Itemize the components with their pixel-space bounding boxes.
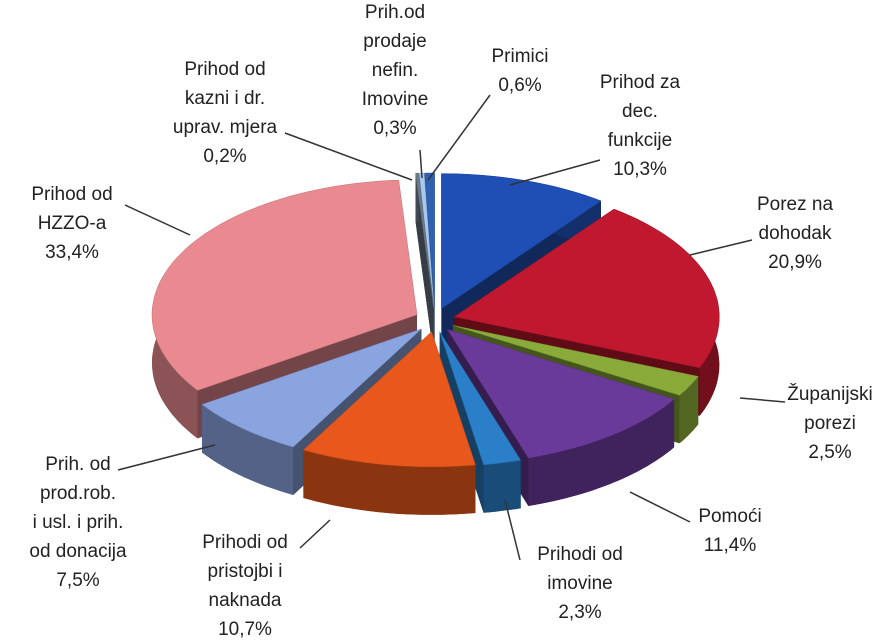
slice-side	[202, 404, 294, 495]
slice-side	[303, 450, 476, 515]
leader-line	[117, 444, 216, 471]
label-line: Prih. od	[45, 454, 110, 475]
label-line: Prihod od	[31, 184, 112, 205]
label-line: i usl. i prih.	[33, 512, 124, 533]
slice-label: Porez na dohodak 20,9%	[757, 194, 833, 273]
label-line: kazni i dr.	[185, 88, 265, 109]
value-label: 0,2%	[203, 146, 246, 167]
slice-label: Primici 0,6%	[492, 46, 549, 96]
slice-side	[679, 376, 699, 444]
slice-label: Prihod od kazni i dr. uprav. mjera 0,2%	[173, 59, 278, 167]
label-line: HZZO-a	[38, 213, 107, 234]
label-line: Prihod za	[600, 72, 681, 93]
leader-line	[427, 94, 491, 181]
label-line: Primici	[492, 46, 549, 67]
label-line: porezi	[804, 413, 856, 434]
label-line: od donacija	[29, 541, 127, 562]
leader-line	[629, 491, 691, 523]
slice-label: Prihod za dec. funkcije 10,3%	[600, 72, 681, 180]
label-line: pristojbi i	[208, 561, 283, 582]
value-label: 10,3%	[613, 159, 667, 180]
slice	[201, 328, 422, 448]
leader-line	[419, 149, 423, 179]
slice	[302, 331, 476, 468]
slice	[453, 208, 720, 369]
label-line: imovine	[547, 573, 612, 594]
slice-label: Prih. od prod.rob. i usl. i prih. od donaci…	[29, 454, 127, 591]
label-line: Prihodi od	[202, 532, 288, 553]
label-line: Porez na	[757, 194, 833, 215]
leader-line	[504, 499, 521, 561]
slice-side	[483, 460, 521, 513]
leader-line	[689, 239, 753, 256]
label-line: Prih.od	[365, 2, 425, 23]
slice-label: Prihodi od pristojbi i naknada 10,7%	[202, 532, 288, 640]
slice	[439, 331, 522, 466]
leader-line	[509, 159, 601, 186]
slice-label: Prih.od prodaje nefin. Imovine 0,3%	[362, 2, 429, 139]
value-label: 20,9%	[768, 252, 822, 273]
label-line: prod.rob.	[40, 483, 116, 504]
leader-line	[124, 204, 191, 236]
label-line: Prihod od	[184, 59, 265, 80]
label-line: uprav. mjera	[173, 117, 278, 138]
label-line: prodaje	[363, 31, 426, 52]
slice-label: Pomoći 11,4%	[698, 506, 761, 556]
value-label: 33,4%	[45, 242, 99, 263]
label-line: Prihodi od	[537, 544, 623, 565]
label-line: Županijski	[787, 383, 873, 405]
slice-side	[528, 399, 675, 506]
slice	[424, 172, 435, 309]
value-label: 2,5%	[808, 442, 851, 463]
label-line: Imovine	[362, 89, 429, 110]
value-label: 7,5%	[56, 570, 99, 591]
slice-label: Županijski porezi 2,5%	[787, 383, 873, 463]
leader-line	[739, 397, 786, 403]
slice-label: Prihodi od imovine 2,3%	[537, 544, 623, 623]
slice	[446, 328, 675, 459]
value-label: 2,3%	[558, 602, 601, 623]
leader-line	[299, 519, 331, 549]
label-line: dohodak	[759, 223, 832, 244]
label-line: Pomoći	[698, 506, 761, 527]
label-line: nefin.	[372, 60, 418, 81]
slice-label: Prihod od HZZO-a 33,4%	[31, 184, 112, 263]
label-line: dec.	[622, 101, 658, 122]
label-line: funkcije	[608, 130, 672, 151]
slice	[452, 325, 699, 396]
slice	[151, 179, 418, 391]
label-line: naknada	[209, 590, 282, 611]
value-label: 0,3%	[373, 118, 416, 139]
value-label: 0,6%	[498, 75, 541, 96]
leader-line	[284, 132, 413, 181]
value-label: 11,4%	[704, 535, 757, 556]
slice	[415, 172, 434, 309]
value-label: 10,7%	[218, 619, 272, 640]
